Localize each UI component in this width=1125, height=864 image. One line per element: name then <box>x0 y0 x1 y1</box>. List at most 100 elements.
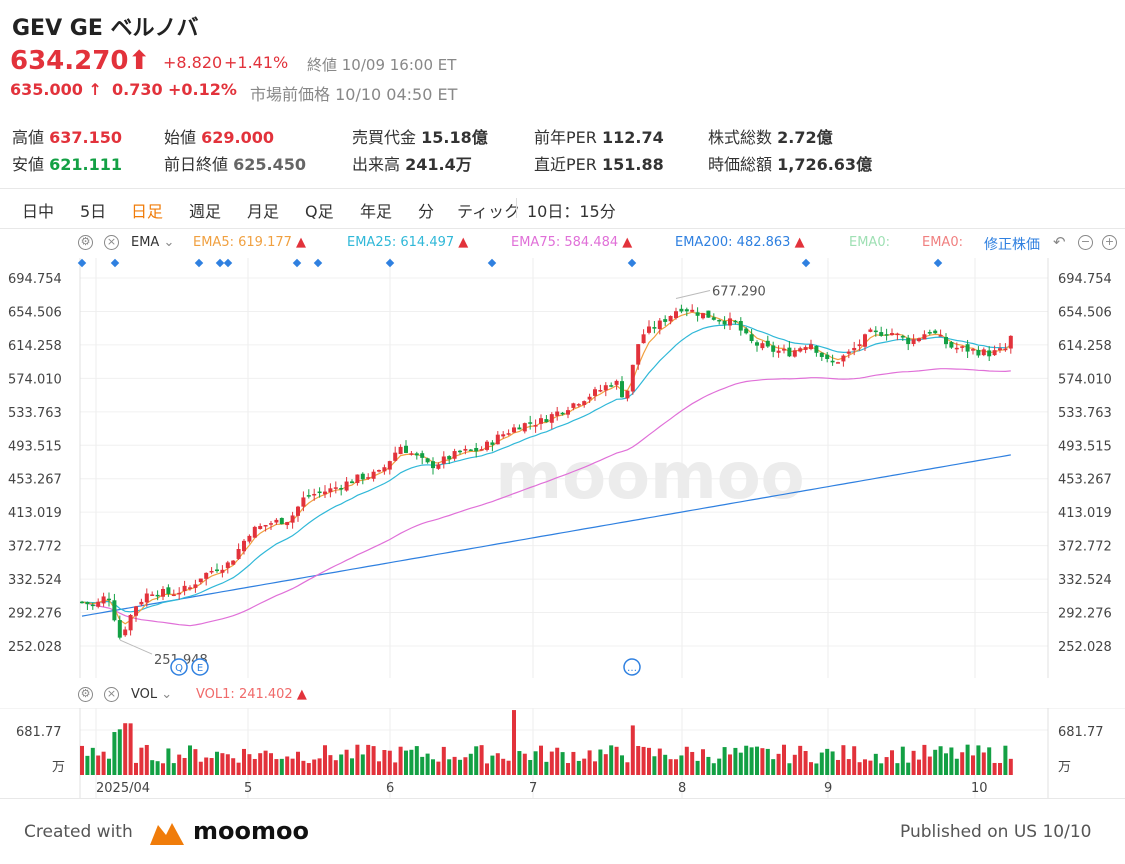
tab-monthly[interactable]: 月足 <box>247 202 280 221</box>
volume-bar <box>868 760 873 775</box>
volume-bar <box>495 753 500 775</box>
settings-icon[interactable]: ⚙ <box>78 234 93 250</box>
volume-bar <box>247 754 252 775</box>
y-tick-label-left: 413.019 <box>8 506 62 521</box>
volume-bar <box>873 753 878 775</box>
y-tick-label-left: 694.754 <box>8 272 62 287</box>
price-chart[interactable]: moomoo 694.754 694.754 654.506 654.506 614.2… <box>0 258 1125 678</box>
volume-bar <box>593 761 597 775</box>
volume-bar <box>522 753 527 775</box>
vol-dropdown[interactable]: VOL ⌄ <box>131 687 173 702</box>
y-tick-label-right: 292.276 <box>1058 607 1112 622</box>
candle-body <box>992 350 997 356</box>
volume-chart[interactable]: 681.77 681.77 万 万 2025/04 5 6 7 8 9 10 <box>0 708 1125 798</box>
event-diamond-icon <box>292 258 302 268</box>
adjusted-price-toggle[interactable]: 修正株価 <box>984 237 1040 253</box>
candle-body <box>722 320 727 325</box>
volume-bar <box>674 759 678 775</box>
tab-10day-15min[interactable]: 10日：15分 <box>527 202 616 221</box>
tab-tick[interactable]: ティック <box>457 202 521 221</box>
volume-bar <box>755 746 759 775</box>
tab-quarterly[interactable]: Q足 <box>305 202 334 221</box>
price-change: +8.820 <box>163 53 223 72</box>
volume-bar <box>652 756 657 775</box>
tab-5day[interactable]: 5日 <box>80 202 107 221</box>
volume-bar <box>468 753 473 775</box>
tab-intraday[interactable]: 日中 <box>22 202 55 221</box>
candle-body <box>512 427 516 433</box>
candle-body <box>306 495 311 497</box>
candle-body <box>560 412 565 415</box>
candle-body <box>657 320 662 330</box>
volume-bar <box>85 755 90 775</box>
volume-bar <box>841 745 846 775</box>
y-tick-label-right: 332.524 <box>1058 573 1112 588</box>
candle-body <box>323 491 327 495</box>
candle-body <box>161 589 165 597</box>
volume-bar <box>198 761 203 775</box>
ema5-value: EMA5: 619.177 ▲ <box>193 235 307 250</box>
tab-daily[interactable]: 日足 <box>131 202 164 221</box>
volume-bar <box>917 759 921 775</box>
candle-body <box>598 390 603 392</box>
candle-body <box>150 594 155 596</box>
volume-bar <box>161 763 165 775</box>
volume-bar <box>485 763 489 775</box>
candle-body <box>269 523 273 525</box>
volume-bar <box>171 763 176 775</box>
candle-body <box>296 506 300 516</box>
candle-body <box>765 340 770 347</box>
candle-body <box>220 569 225 573</box>
vol-close-icon[interactable]: × <box>104 686 119 702</box>
candle-body <box>841 355 846 362</box>
y-tick-label-right: 493.515 <box>1058 439 1112 454</box>
x-tick-label: 10 <box>971 781 988 796</box>
candle-body <box>852 347 857 351</box>
candle-body <box>857 344 862 347</box>
zoom-out-icon[interactable]: − <box>1078 234 1093 250</box>
candle-body <box>366 477 371 479</box>
tab-weekly[interactable]: 週足 <box>189 202 222 221</box>
volume-bar <box>960 752 965 775</box>
candle-body <box>900 336 905 338</box>
candle-body <box>458 450 462 453</box>
price-change-pct: +1.41% <box>224 53 289 72</box>
volume-bar <box>285 756 290 775</box>
volume-bar <box>630 725 635 775</box>
volume-bar <box>706 756 711 775</box>
candle-body <box>236 549 241 559</box>
volume-bar <box>803 750 808 775</box>
up-arrow-icon: ⬆ <box>128 46 151 76</box>
zoom-in-icon[interactable]: + <box>1102 234 1117 250</box>
tab-minute[interactable]: 分 <box>418 202 435 221</box>
candle-body <box>533 425 538 427</box>
candle-body <box>819 352 824 357</box>
candle-body <box>290 515 295 523</box>
x-tick-label: 7 <box>529 781 537 796</box>
premarket-change: 0.730 <box>112 80 163 99</box>
vol-unit-left: 万 <box>52 760 65 775</box>
candle-body <box>625 390 630 399</box>
y-tick-label-left: 453.267 <box>8 473 62 488</box>
ema-dropdown[interactable]: EMA ⌄ <box>131 235 175 250</box>
stat-per-annual: 前年PER 112.74 <box>534 128 664 147</box>
vol-settings-icon[interactable]: ⚙ <box>78 686 93 702</box>
tab-yearly[interactable]: 年足 <box>360 202 393 221</box>
volume-bar <box>134 762 138 775</box>
candle-body <box>360 473 365 480</box>
close-icon[interactable]: × <box>104 234 119 250</box>
candle-body <box>987 350 992 357</box>
candle-body <box>231 560 236 565</box>
volume-bar <box>474 746 479 775</box>
volume-bar <box>333 760 338 775</box>
candle-body <box>96 601 101 607</box>
candle-body <box>782 349 786 351</box>
volume-bar <box>317 758 322 775</box>
candle-body <box>198 578 203 583</box>
candle-body <box>663 319 668 322</box>
candle-body <box>495 434 500 445</box>
volume-bar <box>398 746 403 775</box>
volume-bar <box>933 749 938 775</box>
volume-bar <box>431 759 435 775</box>
undo-icon[interactable]: ↶ <box>1053 233 1066 251</box>
